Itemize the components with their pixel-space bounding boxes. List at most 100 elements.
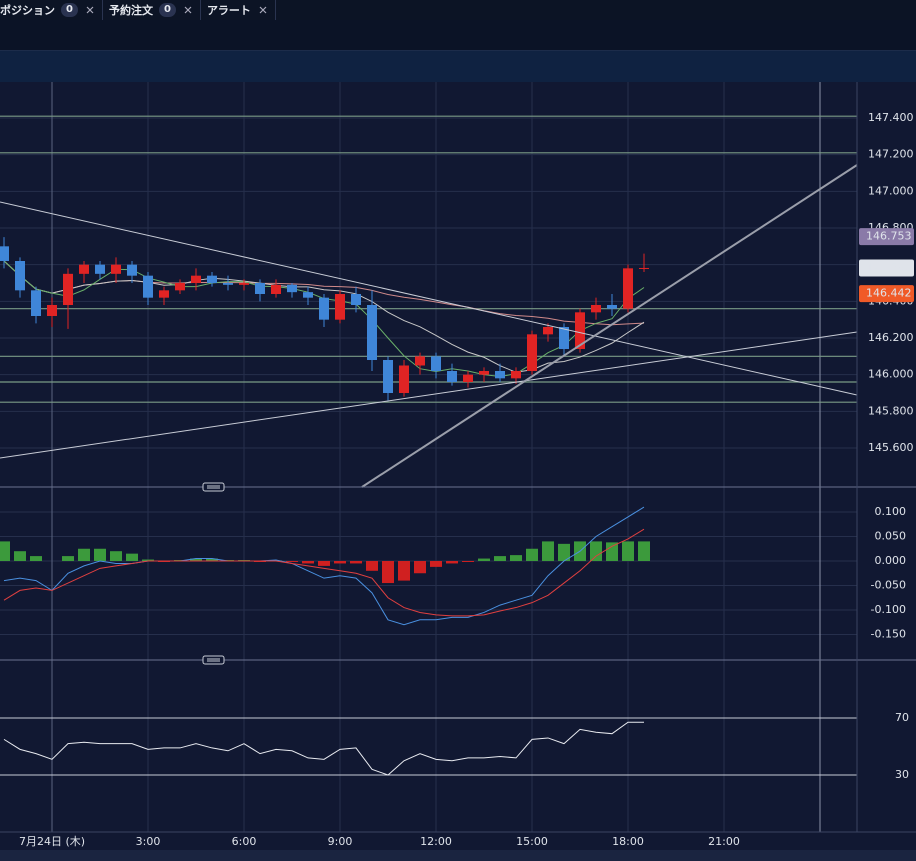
- candle-body: [303, 292, 313, 298]
- macd-bar: [590, 541, 602, 561]
- candle-body: [191, 275, 201, 283]
- rsi-tick-label: 30: [895, 768, 909, 781]
- candle-body: [111, 264, 121, 274]
- macd-bar: [94, 548, 106, 561]
- candle-body: [607, 304, 617, 309]
- macd-bar: [350, 561, 362, 564]
- macd-line: [3, 506, 645, 626]
- close-icon[interactable]: [184, 6, 192, 14]
- macd-tick-label: -0.100: [871, 603, 906, 616]
- macd-bar: [430, 561, 442, 567]
- macd-bar: [0, 541, 10, 561]
- macd-bar: [398, 561, 410, 581]
- candle-body: [319, 297, 329, 320]
- candle-body: [271, 284, 281, 294]
- macd-bar: [478, 558, 490, 561]
- candle-body: [287, 284, 297, 293]
- candle-body: [559, 326, 569, 349]
- macd-line: [3, 528, 645, 617]
- candle-body: [639, 267, 649, 269]
- candle-body: [175, 282, 185, 291]
- macd-bar: [62, 556, 74, 561]
- y-tick-label: 146.000: [868, 368, 914, 381]
- y-tick-label: 145.600: [868, 441, 914, 454]
- tab-label: 予約注文: [108, 4, 153, 17]
- candle-body: [63, 273, 73, 305]
- candle-body: [527, 334, 537, 371]
- macd-bar: [78, 548, 90, 561]
- macd-bar: [110, 551, 122, 561]
- macd-bar: [14, 551, 26, 561]
- macd-tick-label: 0.050: [875, 530, 907, 543]
- close-icon[interactable]: [259, 6, 267, 14]
- candle-body: [255, 282, 265, 294]
- panel-handle[interactable]: [202, 482, 225, 492]
- macd-bar: [286, 561, 298, 562]
- candle-body: [479, 370, 489, 375]
- y-tick-label: 147.000: [868, 184, 914, 197]
- price-tag: [859, 285, 914, 303]
- price-panel: [0, 115, 857, 776]
- candle-body: [367, 304, 377, 360]
- candle-body: [127, 264, 137, 276]
- macd-bar: [446, 561, 458, 564]
- macd-bar: [30, 556, 42, 561]
- y-tick-label: 147.400: [868, 111, 914, 124]
- macd-bar: [206, 558, 218, 561]
- tab-bar: ポジション 0 予約注文 0 アラート: [0, 0, 916, 20]
- toolbar-row: [0, 20, 916, 50]
- close-icon[interactable]: [86, 6, 94, 14]
- moving-average: [3, 260, 645, 373]
- candle-body: [15, 260, 25, 291]
- candle-body: [623, 268, 633, 309]
- tab-count: 0: [158, 3, 176, 17]
- x-tick-label: 7月24日 (木): [19, 835, 85, 848]
- candle-body: [31, 290, 41, 316]
- tab[interactable]: アラート: [201, 0, 276, 20]
- candle-body: [431, 356, 441, 371]
- y-tick-label: 145.800: [868, 404, 914, 417]
- macd-bar: [606, 542, 618, 561]
- macd-bar: [526, 548, 538, 561]
- tab[interactable]: ポジション 0: [0, 0, 103, 20]
- candle-body: [543, 326, 553, 335]
- grid: [0, 82, 857, 832]
- macd-tick-label: 0.000: [875, 554, 907, 567]
- x-tick-label: 15:00: [516, 835, 548, 848]
- macd-tick-label: -0.150: [871, 628, 906, 641]
- candle-body: [143, 275, 153, 298]
- navigator[interactable]: [0, 850, 916, 861]
- candle-body: [79, 264, 89, 274]
- candle-body: [335, 293, 345, 320]
- tab-count: 0: [61, 3, 78, 17]
- macd-bar: [542, 541, 554, 561]
- candle-body: [575, 312, 585, 349]
- macd-bar: [414, 561, 426, 574]
- macd-tick-label: 0.100: [875, 505, 907, 518]
- macd-bar: [462, 561, 474, 562]
- macd-bar: [142, 559, 154, 561]
- macd-bar: [334, 561, 346, 564]
- macd-bar: [638, 541, 650, 561]
- tab[interactable]: 予約注文 0: [103, 0, 201, 20]
- macd-bar: [494, 556, 506, 561]
- x-tick-label: 12:00: [420, 835, 452, 848]
- candle-body: [0, 246, 9, 261]
- panel-handle[interactable]: [202, 655, 225, 665]
- chart-toolbar: [0, 50, 916, 83]
- rsi-line: [3, 721, 644, 776]
- y-tick-label: 146.200: [868, 331, 914, 344]
- price-tag-label: 146.582: [866, 261, 912, 274]
- trendline: [0, 201, 858, 396]
- price-tag: [859, 228, 914, 246]
- macd-bar: [558, 543, 570, 561]
- candle-body: [95, 264, 105, 274]
- candle-body: [239, 282, 249, 285]
- candle-body: [399, 365, 409, 393]
- macd-tick-label: -0.050: [871, 579, 906, 592]
- chart: 7月24日 (木) 3:00 6:00 9:00 12:00 15:00 18:00 21:0…: [0, 82, 916, 861]
- x-tick-label: 3:00: [136, 835, 161, 848]
- x-tick-label: 9:00: [328, 835, 353, 848]
- chart-bg: [0, 82, 916, 861]
